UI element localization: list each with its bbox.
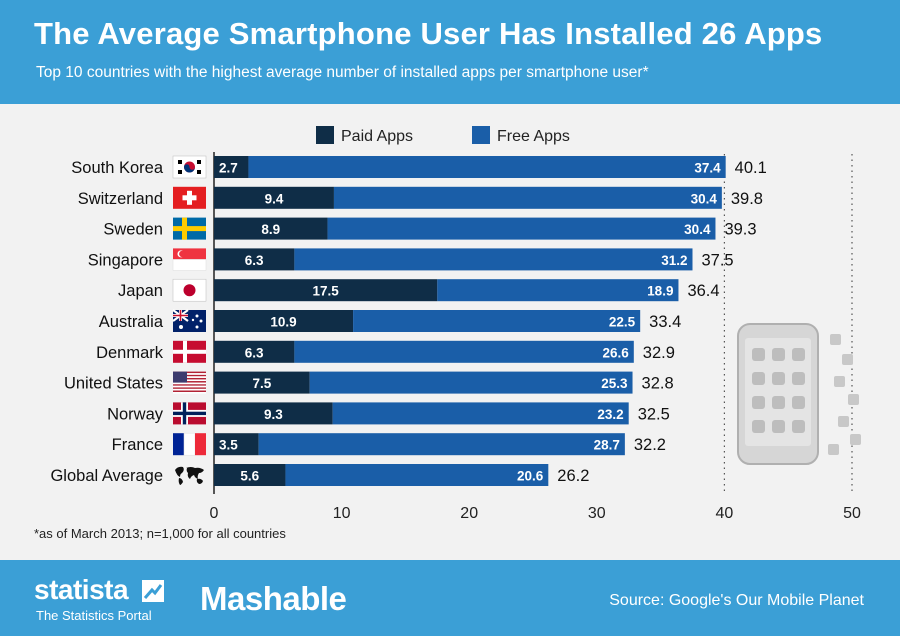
category-label: Japan — [118, 282, 163, 300]
data-label-total: 32.5 — [638, 405, 670, 423]
bar-paid-apps — [214, 248, 295, 271]
category-label: Australia — [99, 313, 164, 331]
data-label-total: 32.2 — [634, 436, 666, 454]
bar-paid-apps — [214, 371, 310, 394]
bar-free-apps — [285, 464, 549, 486]
sweden-flag — [173, 217, 206, 240]
bar-free-apps — [309, 371, 633, 394]
legend-swatch — [316, 126, 334, 144]
data-label-total: 26.2 — [557, 467, 589, 485]
bar-free-apps — [327, 217, 716, 240]
statista-tagline: The Statistics Portal — [36, 608, 152, 623]
bar-paid-apps — [214, 310, 354, 332]
data-label-total: 39.8 — [731, 190, 763, 208]
bar-free-apps — [248, 156, 726, 178]
bar-paid-apps — [214, 186, 334, 209]
data-label-paid: 17.5 — [313, 284, 340, 299]
footnote: *as of March 2013; n=1,000 for all count… — [34, 526, 286, 541]
source-note: Source: Google's Our Mobile Planet — [609, 592, 864, 609]
x-tick-label: 30 — [588, 505, 606, 522]
category-label: France — [112, 436, 163, 454]
switzerland-flag — [173, 186, 206, 209]
bar-free-apps — [333, 186, 722, 209]
mashable-logo-text: Mashable — [200, 580, 347, 617]
x-tick-label: 0 — [210, 505, 219, 522]
category-label: Switzerland — [78, 190, 163, 208]
data-label-free: 30.4 — [691, 191, 718, 206]
bar-paid-apps — [214, 464, 286, 486]
bar-free-apps — [332, 402, 629, 425]
bar-paid-apps — [214, 156, 249, 178]
legend-label: Paid Apps — [341, 128, 413, 145]
bar-free-apps — [437, 279, 679, 302]
world-map-icon — [175, 466, 204, 485]
data-label-free: 20.6 — [517, 469, 544, 484]
statista-logo-text: statista — [34, 574, 129, 605]
data-label-free: 22.5 — [609, 315, 636, 330]
data-label-free: 25.3 — [601, 376, 628, 391]
bar-paid-apps — [214, 279, 438, 302]
bar-free-apps — [294, 248, 693, 271]
statista-logo-icon — [142, 580, 164, 602]
category-label: Singapore — [88, 251, 163, 269]
united-states-flag — [173, 371, 206, 394]
x-tick-label: 40 — [716, 505, 734, 522]
category-label: Denmark — [96, 344, 164, 362]
data-label-paid: 2.7 — [219, 161, 238, 176]
chart-subtitle: Top 10 countries with the highest averag… — [36, 64, 649, 81]
data-label-total: 32.8 — [642, 375, 674, 393]
legend-swatch — [472, 126, 490, 144]
japan-flag — [172, 278, 207, 302]
header-banner — [0, 0, 900, 104]
data-label-free: 31.2 — [661, 253, 687, 268]
norway-flag — [173, 402, 206, 425]
category-label: South Korea — [71, 159, 164, 177]
x-tick-label: 20 — [460, 505, 478, 522]
australia-flag — [172, 309, 206, 332]
category-label: Global Average — [50, 467, 163, 485]
bar-paid-apps — [214, 217, 328, 240]
data-label-free: 37.4 — [694, 161, 721, 176]
france-flag — [173, 432, 206, 456]
singapore-flag — [172, 248, 207, 271]
data-label-paid: 3.5 — [219, 438, 238, 453]
data-label-total: 39.3 — [724, 221, 756, 239]
legend-label: Free Apps — [497, 128, 570, 145]
bar-paid-apps — [214, 340, 295, 363]
data-label-total: 40.1 — [735, 159, 767, 177]
stacked-bar-chart: 0 10 20 30 40 50 Paid Apps Free Apps South Korea… — [50, 126, 861, 522]
data-label-total: 32.9 — [643, 344, 675, 362]
data-label-paid: 9.4 — [265, 191, 284, 206]
data-label-free: 26.6 — [603, 345, 630, 360]
data-label-total: 37.5 — [702, 251, 734, 269]
chart-title: The Average Smartphone User Has Installe… — [34, 16, 823, 51]
data-label-paid: 8.9 — [261, 222, 280, 237]
denmark-flag — [173, 340, 206, 363]
bar-paid-apps — [214, 433, 259, 456]
category-label: Sweden — [103, 221, 163, 239]
data-label-total: 33.4 — [649, 313, 681, 331]
category-label: United States — [64, 375, 163, 393]
south-korea-flag — [172, 155, 207, 179]
smartphone-illustration — [737, 323, 861, 465]
data-label-paid: 5.6 — [240, 469, 259, 484]
data-label-total: 36.4 — [687, 282, 719, 300]
data-label-free: 18.9 — [647, 284, 673, 299]
data-label-paid: 6.3 — [245, 345, 264, 360]
data-label-paid: 6.3 — [245, 253, 264, 268]
bar-free-apps — [353, 310, 641, 332]
bar-paid-apps — [214, 402, 333, 425]
data-label-paid: 10.9 — [270, 315, 296, 330]
bar-free-apps — [294, 340, 634, 363]
category-label: Norway — [107, 405, 164, 423]
x-tick-label: 50 — [843, 505, 861, 522]
data-label-free: 23.2 — [597, 407, 623, 422]
bar-free-apps — [258, 433, 625, 456]
data-label-paid: 7.5 — [252, 376, 271, 391]
data-label-paid: 9.3 — [264, 407, 283, 422]
x-tick-label: 10 — [333, 505, 351, 522]
data-label-free: 28.7 — [594, 438, 620, 453]
data-label-free: 30.4 — [684, 222, 711, 237]
